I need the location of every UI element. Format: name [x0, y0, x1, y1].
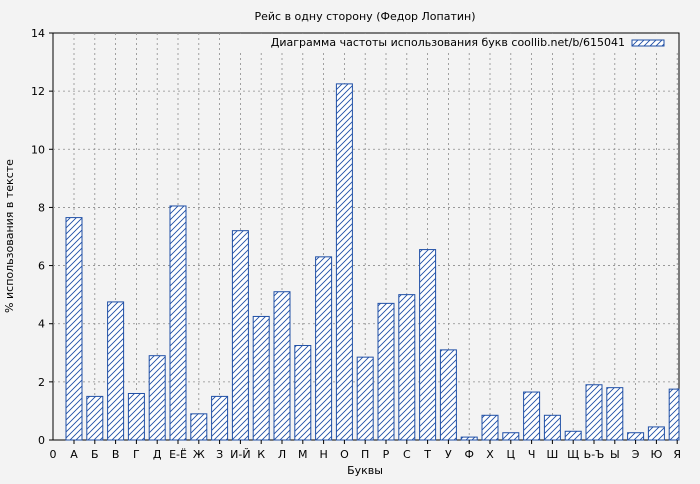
x-tick-label: С [403, 448, 411, 461]
bar-2 [86, 395, 104, 441]
x-tick-label: О [340, 448, 349, 461]
bar-1 [65, 217, 83, 441]
bar-25 [564, 430, 582, 441]
bar-17 [398, 294, 416, 441]
bar-22 [502, 432, 520, 441]
bar-11 [273, 291, 291, 441]
x-tick-label: В [112, 448, 120, 461]
x-tick-label: Б [91, 448, 99, 461]
x-tick-label: Х [486, 448, 494, 461]
x-tick-label: Ц [507, 448, 516, 461]
x-tick-label: И-Й [230, 448, 250, 461]
bar-12 [294, 345, 312, 441]
x-tick-label: М [298, 448, 308, 461]
y-tick-label: 6 [38, 260, 45, 273]
y-tick-label: 10 [31, 143, 45, 156]
x-tick-label: Ь-Ъ [584, 448, 605, 461]
y-tick-label: 0 [38, 434, 45, 447]
x-tick-label: Ы [610, 448, 620, 461]
bar-14 [335, 83, 353, 441]
bar-19 [439, 349, 457, 441]
y-axis-label: % использования в тексте [3, 159, 16, 313]
x-axis-zero-label: 0 [50, 448, 57, 461]
grid [53, 33, 679, 440]
legend-background [240, 34, 678, 51]
x-tick-label: Ж [193, 448, 205, 461]
x-tick-label: Ч [528, 448, 536, 461]
x-axis-ticks: А Б В Г Д Е-Ё Ж З И-Й К Л М Н О П Р С Т У Ф Х Ц Ч Ш Щ Ь-Ъ Ы Э Ю Я [70, 440, 681, 461]
bar-24 [543, 414, 561, 441]
x-tick-label: Щ [567, 448, 579, 461]
x-tick-label: Э [632, 448, 640, 461]
legend-label: Диаграмма частоты использования букв coo… [271, 36, 625, 49]
bar-3 [107, 301, 125, 441]
x-tick-label: Л [278, 448, 286, 461]
x-tick-label: Т [423, 448, 431, 461]
x-tick-label: З [216, 448, 223, 461]
bar-8 [211, 395, 229, 441]
bar-28 [627, 432, 645, 441]
bar-15 [356, 356, 374, 441]
x-tick-label: Н [319, 448, 327, 461]
x-tick-label: Ш [547, 448, 559, 461]
legend: Диаграмма частоты использования букв coo… [240, 34, 678, 51]
x-tick-label: Е-Ё [169, 448, 187, 461]
bar-29 [647, 426, 665, 441]
y-tick-label: 2 [38, 376, 45, 389]
x-tick-label: Я [673, 448, 681, 461]
x-tick-label: Ю [650, 448, 662, 461]
legend-swatch [631, 39, 665, 47]
y-tick-label: 12 [31, 85, 45, 98]
bar-9 [231, 230, 249, 441]
bars [65, 83, 680, 441]
x-tick-label: Г [133, 448, 140, 461]
x-tick-label: Ф [464, 448, 473, 461]
x-axis-label: Буквы [347, 464, 383, 477]
x-tick-label: К [257, 448, 265, 461]
bar-6 [169, 205, 187, 441]
bar-10 [252, 315, 270, 441]
y-tick-label: 8 [38, 201, 45, 214]
bar-13 [315, 256, 333, 441]
chart-title: Рейс в одну сторону (Федор Лопатин) [254, 10, 475, 23]
bar-27 [606, 387, 624, 441]
y-tick-label: 14 [31, 27, 45, 40]
y-tick-label: 4 [38, 318, 45, 331]
x-tick-label: А [70, 448, 78, 461]
x-tick-label: У [445, 448, 452, 461]
bar-18 [419, 249, 437, 441]
x-tick-label: Д [153, 448, 162, 461]
bar-7 [190, 413, 208, 441]
bar-23 [523, 391, 541, 441]
bar-4 [127, 392, 145, 441]
bar-16 [377, 302, 395, 441]
y-axis-ticks: 0 2 4 6 8 10 12 14 [31, 27, 53, 447]
bar-20 [460, 436, 478, 441]
x-tick-label: П [361, 448, 369, 461]
x-tick-label: Р [383, 448, 390, 461]
bar-30 [668, 388, 680, 441]
bar-21 [481, 414, 499, 441]
bar-5 [148, 355, 166, 441]
bar-26 [585, 384, 603, 441]
